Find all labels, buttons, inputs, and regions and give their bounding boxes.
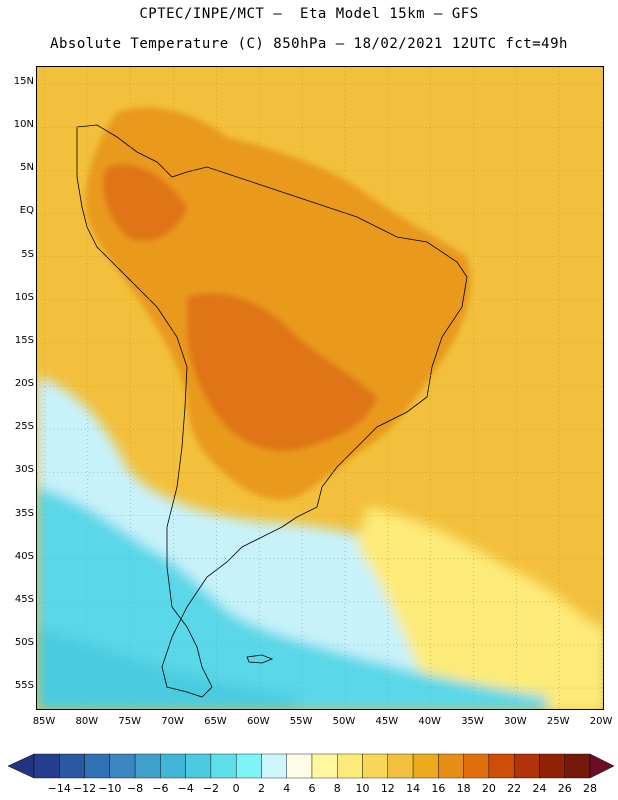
colorbar-tick-label: 26 — [557, 782, 572, 795]
map-title: CPTEC/INPE/MCT – Eta Model 15km – GFS — [139, 6, 479, 22]
colorbar-tick-label: −6 — [152, 782, 169, 795]
lon-label: 70W — [161, 716, 184, 727]
colorbar-segment — [387, 753, 414, 779]
lat-label: 55S — [14, 680, 34, 692]
lon-label: 40W — [418, 716, 441, 727]
coldest-water-region — [37, 627, 297, 709]
colorbar-segment — [539, 753, 565, 779]
lon-label: 30W — [504, 716, 527, 727]
lon-label: 75W — [118, 716, 141, 727]
colorbar-segment — [488, 753, 515, 779]
colorbar-tick-label: −4 — [177, 782, 194, 795]
colorbar-segment — [261, 753, 287, 779]
colorbar-tick-label: −10 — [98, 782, 122, 795]
colorbar-tick-label: 18 — [456, 782, 471, 795]
lat-label: 25S — [14, 421, 34, 433]
lon-label: 65W — [204, 716, 227, 727]
lat-label: 20S — [14, 378, 34, 390]
colorbar-left-arrow — [7, 753, 35, 779]
colorbar-strip — [7, 753, 615, 779]
colorbar-tick-label: −12 — [72, 782, 97, 795]
colorbar-tick-label: 0 — [232, 782, 240, 795]
lon-label: 80W — [75, 716, 99, 727]
lon-label: 45W — [375, 716, 399, 727]
colorbar — [0, 750, 618, 800]
colorbar-tick-label: 14 — [406, 782, 421, 795]
colorbar-tick-label: −8 — [126, 782, 144, 795]
colorbar-segment — [109, 753, 136, 779]
colorbar-tick-label: −2 — [202, 782, 220, 795]
lon-label: 85W — [32, 716, 56, 727]
colorbar-tick-label: 16 — [431, 782, 446, 795]
colorbar-segment — [210, 753, 237, 779]
colorbar-segment — [59, 753, 85, 779]
hot-land-north — [103, 164, 187, 241]
colorbar-segment — [33, 753, 60, 779]
colorbar-segment — [311, 753, 338, 779]
colorbar-tick-label: 10 — [355, 782, 370, 795]
colorbar-segment — [134, 753, 161, 779]
colorbar-segment — [235, 753, 262, 779]
colorbar-tick-label: 12 — [380, 782, 395, 795]
colorbar-right-arrow — [589, 753, 615, 779]
map-subtitle: Absolute Temperature (C) 850hPa – 18/02/… — [50, 36, 568, 52]
lon-label: 20W — [589, 716, 613, 727]
map-canvas — [37, 67, 603, 709]
lon-label: 35W — [461, 716, 484, 727]
colorbar-tick-label: 6 — [308, 782, 316, 795]
lat-label: 40S — [14, 550, 34, 562]
lat-label: EQ — [19, 205, 34, 217]
colorbar-segment — [412, 753, 439, 779]
lat-lon-grid — [37, 67, 603, 709]
lon-label: 60W — [246, 716, 270, 727]
lat-label: 10N — [13, 119, 34, 131]
colorbar-tick-label: 8 — [333, 782, 341, 795]
colorbar-tick-label: 22 — [507, 782, 522, 795]
colorbar-tick-label: 4 — [283, 782, 291, 795]
mild-water-region — [357, 507, 603, 709]
colorbar-segment — [185, 753, 212, 779]
temperature-map — [36, 66, 604, 710]
colorbar-tick-label: 24 — [532, 782, 547, 795]
lon-label: 50W — [332, 716, 356, 727]
colorbar-segment — [463, 753, 490, 779]
lon-label: 55W — [289, 716, 313, 727]
lat-label: 30S — [14, 464, 34, 476]
colorbar-segment — [362, 753, 389, 779]
cold-water-region — [37, 487, 547, 709]
hot-land-core — [187, 293, 377, 451]
lat-label: 35S — [14, 507, 34, 519]
colorbar-tick-label: 20 — [481, 782, 496, 795]
lat-label: 15S — [14, 334, 34, 346]
colorbar-tick-label: −14 — [47, 782, 71, 795]
colorbar-tick-label: 28 — [583, 782, 597, 795]
lat-label: 15N — [13, 76, 34, 87]
lat-label: 5N — [20, 162, 34, 174]
colorbar-segment — [564, 753, 591, 779]
lon-label: 25W — [546, 716, 570, 727]
colorbar-segment — [337, 753, 363, 779]
colorbar-segment — [286, 753, 313, 779]
lat-label: 10S — [14, 291, 34, 303]
south-america-coastline — [76, 124, 468, 698]
lat-label: 50S — [14, 636, 34, 648]
colorbar-segment — [84, 753, 111, 779]
lat-label: 45S — [14, 593, 34, 605]
colorbar-tick-label: 2 — [257, 782, 265, 795]
colorbar-segment — [513, 753, 540, 779]
colorbar-segment — [438, 753, 464, 779]
colorbar-segment — [160, 753, 186, 779]
lat-label: 5S — [21, 248, 34, 260]
